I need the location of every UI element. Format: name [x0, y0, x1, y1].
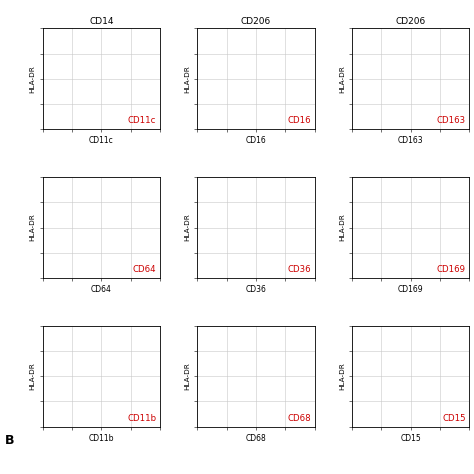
- Text: CD64: CD64: [133, 265, 156, 274]
- Y-axis label: HLA-DR: HLA-DR: [30, 214, 36, 241]
- Title: CD206: CD206: [241, 17, 271, 26]
- Text: B: B: [5, 434, 14, 447]
- Text: CD15: CD15: [442, 414, 466, 423]
- Y-axis label: HLA-DR: HLA-DR: [184, 363, 191, 390]
- X-axis label: CD11b: CD11b: [89, 434, 114, 443]
- X-axis label: CD163: CD163: [398, 136, 423, 145]
- Y-axis label: HLA-DR: HLA-DR: [30, 65, 36, 92]
- Title: CD206: CD206: [395, 17, 426, 26]
- Text: CD163: CD163: [437, 116, 466, 125]
- Y-axis label: HLA-DR: HLA-DR: [339, 214, 345, 241]
- Y-axis label: HLA-DR: HLA-DR: [339, 363, 345, 390]
- Text: CD11c: CD11c: [128, 116, 156, 125]
- Y-axis label: HLA-DR: HLA-DR: [339, 65, 345, 92]
- X-axis label: CD16: CD16: [246, 136, 266, 145]
- Y-axis label: HLA-DR: HLA-DR: [184, 65, 191, 92]
- Y-axis label: HLA-DR: HLA-DR: [184, 214, 191, 241]
- X-axis label: CD15: CD15: [400, 434, 421, 443]
- Title: CD14: CD14: [89, 17, 113, 26]
- X-axis label: CD36: CD36: [246, 285, 266, 294]
- Text: CD36: CD36: [287, 265, 311, 274]
- X-axis label: CD68: CD68: [246, 434, 266, 443]
- Text: CD169: CD169: [437, 265, 466, 274]
- X-axis label: CD169: CD169: [398, 285, 423, 294]
- Y-axis label: HLA-DR: HLA-DR: [30, 363, 36, 390]
- X-axis label: CD11c: CD11c: [89, 136, 114, 145]
- Text: CD16: CD16: [287, 116, 311, 125]
- X-axis label: CD64: CD64: [91, 285, 112, 294]
- Text: CD68: CD68: [287, 414, 311, 423]
- Text: CD11b: CD11b: [127, 414, 156, 423]
